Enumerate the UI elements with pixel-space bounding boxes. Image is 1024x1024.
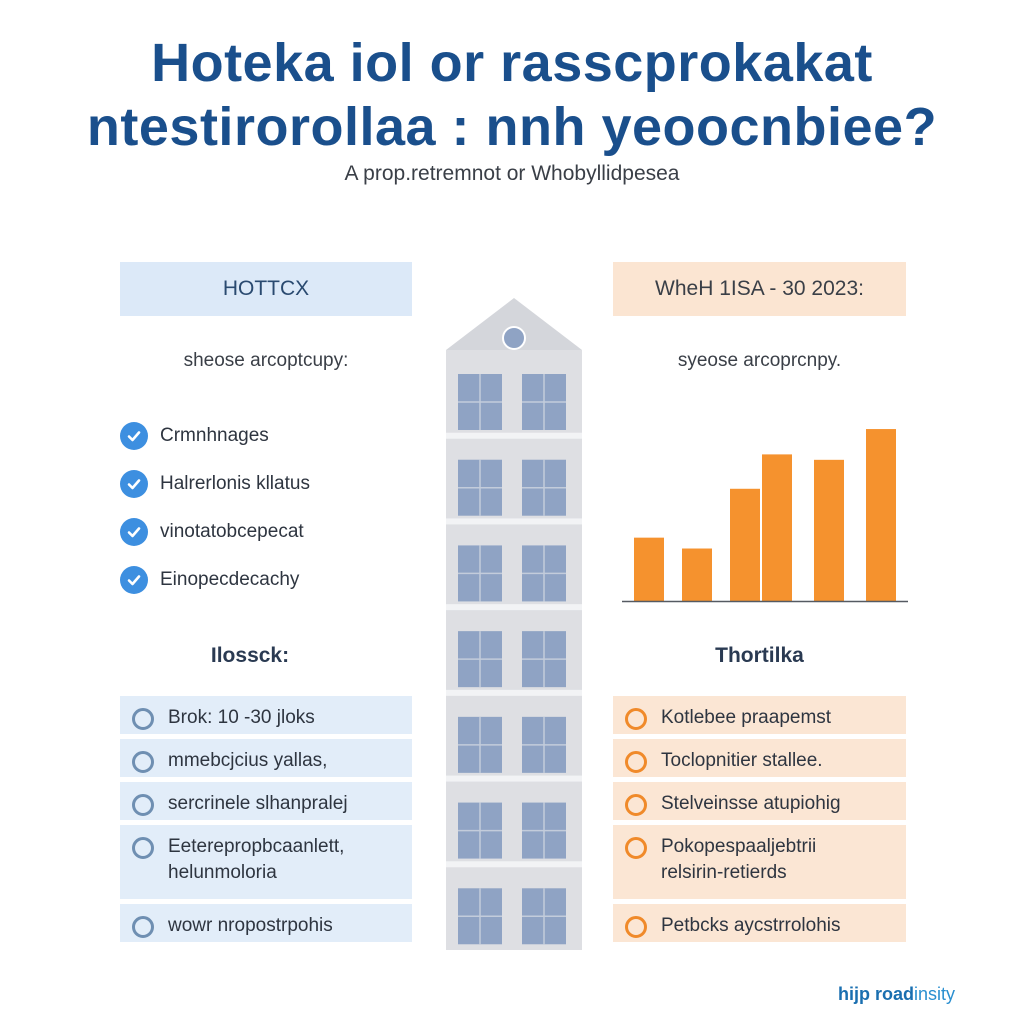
left-option-item: mmebcjcius yallas,: [120, 739, 412, 777]
left-option-item: Brok: 10 -30 jloks: [120, 696, 412, 734]
option-text: Toclopnitier stallee.: [661, 748, 823, 774]
floor-divider: [446, 689, 582, 696]
option-text: sercrinele slhanpralej: [168, 791, 348, 817]
checklist-item-label: Einopecdecachy: [160, 569, 300, 590]
ring-bullet-icon: [132, 916, 154, 938]
chart-bar: [634, 537, 664, 601]
checklist-item: Crmnhnages: [120, 412, 412, 460]
option-text: Petbcks aycstrrolohis: [661, 913, 841, 939]
building-illustration: [446, 298, 582, 950]
checklist-item: Einopecdecachy: [120, 556, 412, 604]
ring-bullet-icon: [625, 794, 647, 816]
ring-bullet-icon: [132, 794, 154, 816]
left-options-list: Brok: 10 -30 jloks mmebcjcius yallas, serc…: [120, 696, 412, 947]
floor-divider: [446, 604, 582, 611]
floor-divider: [446, 432, 582, 439]
building-roof: [446, 298, 582, 350]
option-text-line: sercrinele slhanpralej: [168, 793, 348, 814]
right-caption: syeose arcoprcnpy.: [677, 350, 842, 371]
left-option-item: Eeterepropbcaanlett, helunmoloria: [120, 825, 412, 899]
chart-bar: [682, 548, 712, 601]
option-text-line: Eeterepropbcaanlett,: [168, 836, 345, 857]
right-option-item: Petbcks aycstrrolohis: [613, 904, 906, 942]
brand-logo-bold: hijp road: [838, 984, 914, 1004]
option-text-line: Toclopnitier stallee.: [661, 750, 823, 771]
left-caption: sheose arcoptcupy:: [183, 350, 349, 371]
option-text: Kotlebee praapemst: [661, 705, 831, 731]
floor-divider: [446, 518, 582, 525]
right-option-item: Stelveinsse atupiohig: [613, 782, 906, 820]
option-text-line: Pokopespaaljebtrii: [661, 836, 817, 857]
option-text-line: Kotlebee praapemst: [661, 707, 832, 728]
left-option-item: sercrinele slhanpralej: [120, 782, 412, 820]
check-circle-icon: [120, 518, 148, 546]
left-section-title: Ilossck:: [210, 644, 290, 667]
option-text-line: wowr nropostrpohis: [168, 915, 333, 936]
page-title-line-1: Hoteka iol or rasscprokakat: [151, 33, 873, 93]
checklist-item-label: Halrerlonis kllatus: [160, 473, 310, 494]
option-text: Pokopespaaljebtrii relsirin-retierds: [661, 834, 816, 886]
ring-bullet-icon: [132, 708, 154, 730]
chart-bar: [866, 429, 896, 601]
option-text: Eeterepropbcaanlett, helunmoloria: [168, 834, 344, 886]
option-text-line: Brok: 10 -30 jloks: [168, 707, 315, 728]
ring-bullet-icon: [132, 837, 154, 859]
checklist-item: vinotatobcepecat: [120, 508, 412, 556]
brand-logo-rest: insity: [914, 984, 956, 1004]
checklist-item-label: vinotatobcepecat: [160, 521, 304, 542]
left-column-header: HOTTCX: [120, 262, 412, 316]
option-text-line: relsirin-retierds: [661, 862, 787, 883]
ring-bullet-icon: [625, 708, 647, 730]
left-checklist: Crmnhnages Halrerlonis kllatus vinotatobce…: [120, 412, 412, 604]
checklist-item-label: Crmnhnages: [160, 425, 269, 446]
page-title-line-2: ntestirorollaa : nnh yeoocnbiee?: [86, 97, 938, 157]
option-text: wowr nropostrpohis: [168, 913, 333, 939]
floor-divider: [446, 775, 582, 782]
right-section-title: Thortilka: [715, 644, 804, 667]
chart-bar: [762, 454, 792, 601]
option-text-line: Petbcks aycstrrolohis: [661, 915, 841, 936]
ring-bullet-icon: [625, 916, 647, 938]
brand-logo: hijp roadinsity: [838, 984, 955, 1005]
right-option-item: Toclopnitier stallee.: [613, 739, 906, 777]
chart-bar: [730, 488, 760, 601]
option-text-line: Stelveinsse atupiohig: [661, 793, 841, 814]
chart-bar: [814, 459, 844, 601]
option-text-line: mmebcjcius yallas,: [168, 750, 328, 771]
roof-window-icon: [502, 326, 526, 350]
floor-divider: [446, 861, 582, 868]
option-text: mmebcjcius yallas,: [168, 748, 327, 774]
right-option-item: Kotlebee praapemst: [613, 696, 906, 734]
check-circle-icon: [120, 422, 148, 450]
option-text-line: helunmoloria: [168, 862, 277, 883]
bar-chart: [622, 429, 908, 603]
option-text: Stelveinsse atupiohig: [661, 791, 841, 817]
right-column-header: WheH 1ISA - 30 2023:: [613, 262, 906, 316]
left-option-item: wowr nropostrpohis: [120, 904, 412, 942]
ring-bullet-icon: [625, 837, 647, 859]
ring-bullet-icon: [132, 751, 154, 773]
check-circle-icon: [120, 470, 148, 498]
page-subtitle: A prop.retremnot or Whobyllidpesea: [344, 162, 680, 185]
right-options-list: Kotlebee praapemst Toclopnitier stallee. S…: [613, 696, 906, 947]
option-text: Brok: 10 -30 jloks: [168, 705, 315, 731]
check-circle-icon: [120, 566, 148, 594]
right-option-item: Pokopespaaljebtrii relsirin-retierds: [613, 825, 906, 899]
checklist-item: Halrerlonis kllatus: [120, 460, 412, 508]
ring-bullet-icon: [625, 751, 647, 773]
